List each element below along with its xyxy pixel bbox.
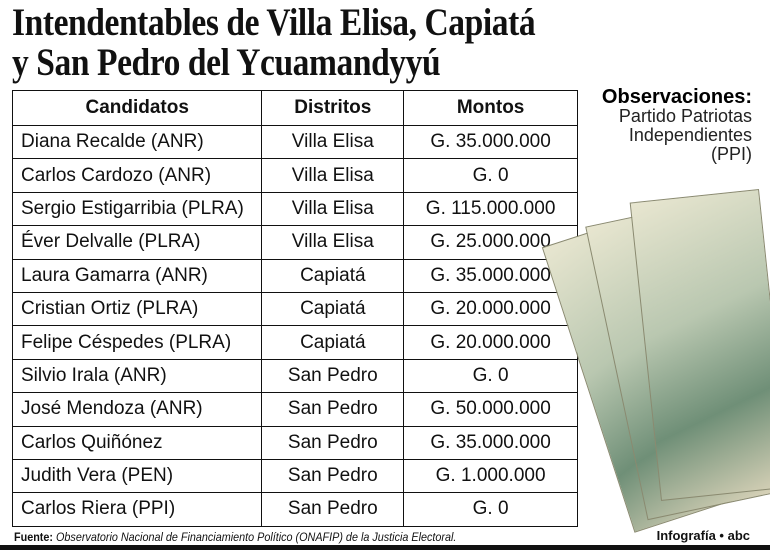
amount-cell: G. 35.000.000 bbox=[403, 425, 578, 460]
candidate-cell: Sergio Estigarribia (PLRA) bbox=[11, 191, 263, 227]
table-row: Diana Recalde (ANR) Villa Elisa G. 35.000.… bbox=[11, 124, 578, 160]
candidate-cell: Laura Gamarra (ANR) bbox=[11, 258, 263, 293]
amount-cell: G. 20.000.000 bbox=[403, 325, 578, 360]
table-row: Carlos Riera (PPI) San Pedro G. 0 bbox=[11, 492, 578, 527]
district-cell: Villa Elisa bbox=[261, 124, 405, 160]
title-line-2: y San Pedro del Ycuamandyyú bbox=[12, 41, 441, 84]
header-distritos: Distritos bbox=[261, 90, 405, 126]
amount-cell: G. 20.000.000 bbox=[403, 291, 578, 327]
table-row: José Mendoza (ANR) San Pedro G. 50.000.000 bbox=[11, 392, 578, 427]
banknotes-illustration bbox=[541, 180, 770, 540]
source-note: Fuente: Observatorio Nacional de Financi… bbox=[14, 530, 456, 544]
observations-text: Partido Patriotas Independientes (PPI) bbox=[618, 106, 752, 164]
candidate-cell: Carlos Quiñónez bbox=[11, 425, 263, 460]
district-cell: Villa Elisa bbox=[261, 158, 405, 193]
table-row: Carlos Quiñónez San Pedro G. 35.000.000 bbox=[11, 425, 578, 460]
amount-cell: G. 35.000.000 bbox=[403, 124, 578, 160]
candidate-cell: Cristian Ortiz (PLRA) bbox=[11, 291, 263, 327]
source-label: Fuente: bbox=[14, 530, 54, 544]
district-cell: Villa Elisa bbox=[261, 225, 405, 260]
district-cell: San Pedro bbox=[261, 358, 405, 394]
amount-cell: G. 115.000.000 bbox=[403, 191, 578, 227]
candidate-cell: Éver Delvalle (PLRA) bbox=[11, 225, 263, 260]
candidate-cell: Carlos Riera (PPI) bbox=[11, 492, 263, 527]
table-row: Laura Gamarra (ANR) Capiatá G. 35.000.000 bbox=[11, 258, 578, 293]
source-text: Observatorio Nacional de Financiamiento … bbox=[56, 530, 457, 544]
district-cell: San Pedro bbox=[261, 425, 405, 460]
district-cell: San Pedro bbox=[261, 392, 405, 427]
table-row: Silvio Irala (ANR) San Pedro G. 0 bbox=[11, 358, 578, 394]
district-cell: Villa Elisa bbox=[261, 191, 405, 227]
amount-cell: G. 1.000.000 bbox=[403, 458, 578, 494]
observations: Observaciones: Partido Patriotas Indepen… bbox=[592, 86, 752, 164]
table-row: Carlos Cardozo (ANR) Villa Elisa G. 0 bbox=[11, 158, 578, 193]
amount-cell: G. 50.000.000 bbox=[403, 392, 578, 427]
bottom-bar bbox=[0, 545, 770, 550]
observations-label: Observaciones: bbox=[601, 86, 752, 108]
district-cell: Capiatá bbox=[261, 325, 405, 360]
amount-cell: G. 0 bbox=[403, 158, 578, 193]
candidates-table: Candidatos Distritos Montos Diana Recald… bbox=[11, 90, 578, 527]
table-row: Sergio Estigarribia (PLRA) Villa Elisa G. … bbox=[11, 191, 578, 227]
credit: Infografía • abc bbox=[656, 528, 750, 543]
table-row: Judith Vera (PEN) San Pedro G. 1.000.000 bbox=[11, 458, 578, 494]
table-row: Cristian Ortiz (PLRA) Capiatá G. 20.000.00… bbox=[11, 291, 578, 327]
candidate-cell: Felipe Céspedes (PLRA) bbox=[11, 325, 263, 360]
header-montos: Montos bbox=[403, 90, 578, 126]
amount-cell: G. 0 bbox=[403, 358, 578, 394]
candidate-cell: Diana Recalde (ANR) bbox=[11, 124, 263, 160]
district-cell: Capiatá bbox=[261, 258, 405, 293]
table-header: Candidatos Distritos Montos bbox=[11, 90, 578, 126]
candidate-cell: José Mendoza (ANR) bbox=[11, 392, 263, 427]
header-candidatos: Candidatos bbox=[11, 90, 263, 126]
candidate-cell: Silvio Irala (ANR) bbox=[11, 358, 263, 394]
table-row: Felipe Céspedes (PLRA) Capiatá G. 20.000.0… bbox=[11, 325, 578, 360]
district-cell: San Pedro bbox=[261, 492, 405, 527]
amount-cell: G. 0 bbox=[403, 492, 578, 527]
table-row: Éver Delvalle (PLRA) Villa Elisa G. 25.000… bbox=[11, 225, 578, 260]
candidate-cell: Judith Vera (PEN) bbox=[11, 458, 263, 494]
district-cell: San Pedro bbox=[261, 458, 405, 494]
title-line-1: Intendentables de Villa Elisa, Capiatá bbox=[12, 1, 536, 44]
district-cell: Capiatá bbox=[261, 291, 405, 327]
candidate-cell: Carlos Cardozo (ANR) bbox=[11, 158, 263, 193]
amount-cell: G. 35.000.000 bbox=[403, 258, 578, 293]
